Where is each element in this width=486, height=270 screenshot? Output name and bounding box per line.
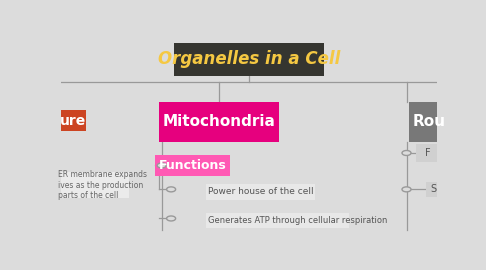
Text: Power house of the cell: Power house of the cell bbox=[208, 187, 313, 197]
Text: Functions: Functions bbox=[159, 159, 226, 172]
FancyBboxPatch shape bbox=[54, 110, 86, 131]
FancyBboxPatch shape bbox=[206, 184, 315, 200]
Text: Rou: Rou bbox=[413, 114, 446, 129]
Circle shape bbox=[402, 150, 411, 156]
FancyBboxPatch shape bbox=[56, 172, 129, 198]
FancyBboxPatch shape bbox=[155, 155, 230, 176]
Text: S: S bbox=[431, 184, 437, 194]
Circle shape bbox=[167, 216, 175, 221]
Circle shape bbox=[167, 187, 175, 192]
FancyBboxPatch shape bbox=[409, 102, 447, 141]
Text: Generates ATP through cellular respiration: Generates ATP through cellular respirati… bbox=[208, 216, 387, 225]
Text: Mitochondria: Mitochondria bbox=[162, 114, 276, 129]
FancyBboxPatch shape bbox=[426, 181, 441, 197]
FancyBboxPatch shape bbox=[206, 213, 349, 228]
Text: Organelles in a Cell: Organelles in a Cell bbox=[158, 50, 340, 68]
Circle shape bbox=[157, 163, 166, 168]
Text: ure: ure bbox=[60, 114, 87, 128]
FancyBboxPatch shape bbox=[174, 43, 325, 76]
Circle shape bbox=[402, 187, 411, 192]
Text: ER membrane expands
ives as the production
parts of the cell: ER membrane expands ives as the producti… bbox=[58, 170, 147, 200]
FancyBboxPatch shape bbox=[158, 102, 279, 141]
Text: F: F bbox=[425, 148, 431, 158]
FancyBboxPatch shape bbox=[416, 144, 440, 162]
